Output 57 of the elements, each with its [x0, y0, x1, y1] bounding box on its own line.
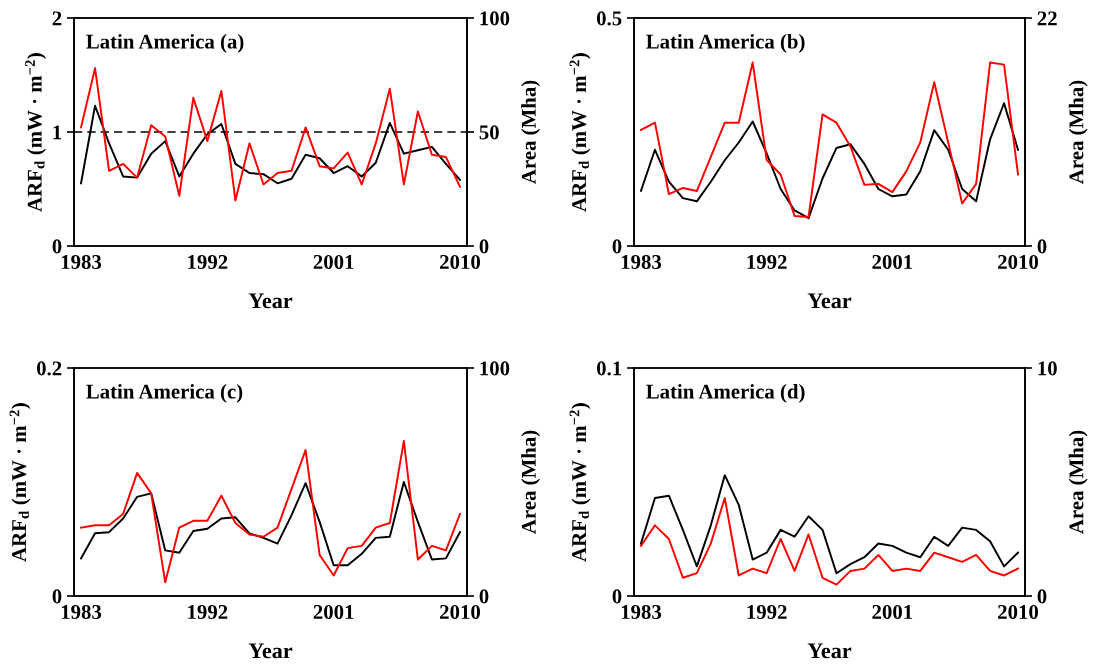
- y-tick-label: 0: [612, 589, 622, 604]
- y2-tick-label: 0: [1037, 589, 1047, 604]
- y2-tick-label: 0: [479, 239, 489, 254]
- y-tick-label: 1: [53, 125, 62, 140]
- y2-tick-label: 100: [480, 361, 510, 376]
- x-tick-label: 2010: [440, 254, 481, 269]
- x-tick-label: 2010: [998, 604, 1039, 619]
- x-tick-label: 1992: [747, 254, 787, 269]
- line-series: [640, 102, 1019, 220]
- line-series: [80, 67, 461, 202]
- x-tick-label: 1992: [188, 604, 228, 619]
- x-tick-label: 2001: [313, 604, 354, 619]
- text: Latin America (b): [646, 33, 805, 53]
- text: Latin America (a): [86, 33, 244, 53]
- y-tick-label: 0: [52, 589, 62, 604]
- x-tick-label: 2001: [872, 604, 913, 619]
- text: Latin America (c): [86, 383, 243, 403]
- y-axis-title: ARF$_{d}$ (mW · m$^{−2}$): [25, 53, 46, 212]
- line-series: [80, 439, 461, 584]
- x-tick-label: 2001: [313, 254, 354, 269]
- y-tick-label: 0.2: [36, 361, 62, 376]
- y-axis-title: ARF$_{d}$ (mW · m$^{−2}$): [9, 403, 31, 562]
- x-axis-title: Year: [248, 293, 293, 309]
- y-tick-label: 0.1: [596, 361, 622, 376]
- x-tick-label: 1983: [621, 254, 662, 269]
- x-tick-label: 2010: [998, 254, 1039, 269]
- line-series: [80, 481, 461, 567]
- y-tick-label: 0: [52, 239, 62, 254]
- y2-axis-title: Area (Mha): [521, 80, 541, 184]
- y2-axis-title: Area (Mha): [1068, 430, 1088, 534]
- line-series: [640, 61, 1019, 218]
- x-tick-label: 1983: [61, 254, 102, 269]
- x-tick-label: 1983: [621, 604, 662, 619]
- y-axis-title: ARF$_{d}$ (mW · m$^{−2}$): [569, 403, 591, 562]
- y2-tick-label: 10: [1038, 361, 1057, 376]
- text: Latin America (d): [646, 383, 805, 403]
- y-tick-label: 0.5: [596, 11, 622, 26]
- x-axis-title: Year: [248, 643, 293, 659]
- y2-tick-label: 100: [480, 11, 510, 26]
- y2-tick-label: 50: [479, 125, 499, 140]
- x-tick-label: 1992: [188, 254, 228, 269]
- line-series: [640, 474, 1019, 575]
- y-tick-label: 2: [52, 11, 62, 26]
- x-tick-label: 1992: [747, 604, 787, 619]
- x-tick-label: 2010: [440, 604, 481, 619]
- y2-tick-label: 0: [479, 589, 489, 604]
- y2-axis-title: Area (Mha): [1068, 80, 1088, 184]
- line-series: [640, 496, 1019, 586]
- y-axis-title: ARF$_{d}$ (mW · m$^{−2}$): [569, 53, 591, 212]
- x-tick-label: 1983: [61, 604, 102, 619]
- y2-tick-label: 0: [1037, 239, 1047, 254]
- y2-tick-label: 22: [1037, 11, 1057, 26]
- x-tick-label: 2001: [872, 254, 913, 269]
- y2-axis-title: Area (Mha): [521, 430, 541, 534]
- x-axis-title: Year: [807, 293, 852, 309]
- y-tick-label: 0: [612, 239, 622, 254]
- x-axis-title: Year: [807, 643, 852, 659]
